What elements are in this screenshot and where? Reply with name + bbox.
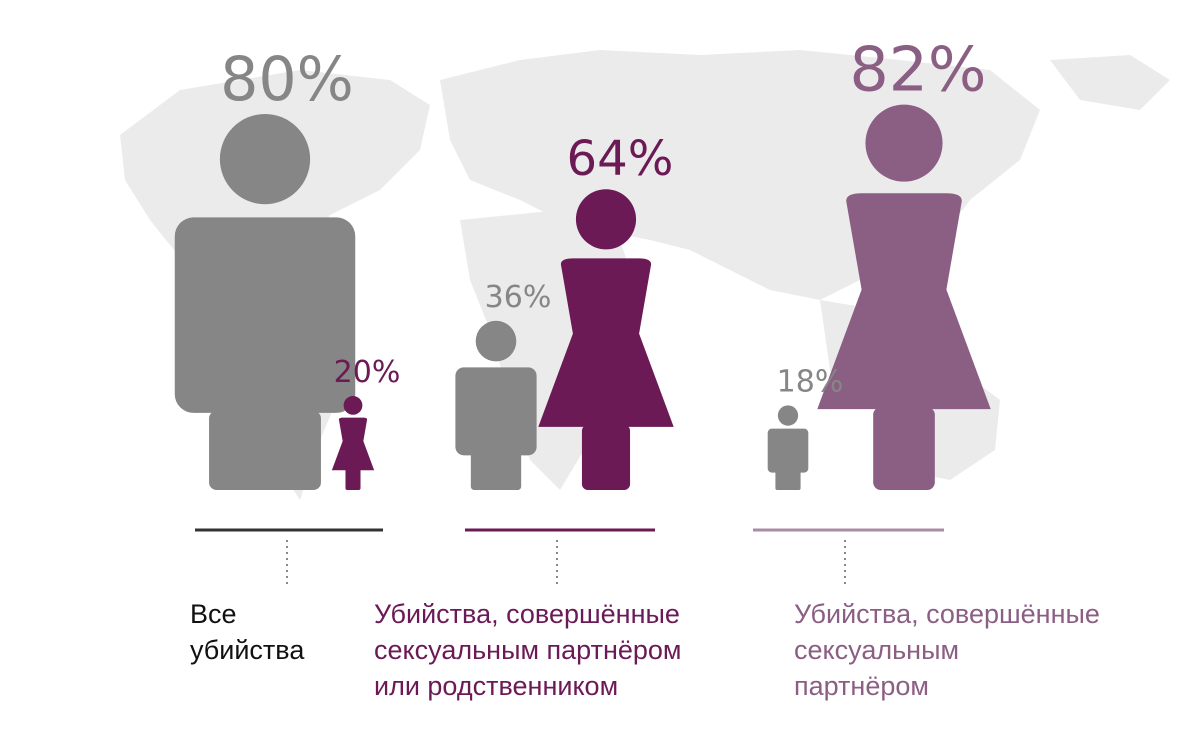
legs: [470, 453, 522, 490]
head: [865, 104, 943, 182]
dress: [331, 417, 375, 471]
male-figure: [767, 405, 809, 490]
female-percentage-label: 64%: [567, 131, 674, 187]
torso: [455, 367, 537, 456]
legs: [345, 468, 361, 490]
caption-line: сексуальным партнёром: [374, 635, 682, 665]
male-figure: [455, 320, 537, 490]
female-figure: [538, 189, 674, 490]
legs: [775, 470, 801, 490]
caption-line: Убийства, совершённые: [794, 599, 1100, 629]
caption-line: Убийства, совершённые: [374, 599, 680, 629]
male-percentage-label: 36%: [485, 280, 552, 315]
caption-line: сексуальным: [794, 635, 960, 665]
torso: [767, 428, 809, 473]
male-figure: [174, 114, 356, 490]
legs: [209, 410, 321, 490]
legs: [581, 424, 631, 490]
caption-line: убийства: [190, 635, 305, 665]
head: [219, 114, 311, 205]
female-percentage-label: 20%: [334, 355, 401, 390]
head: [475, 320, 517, 362]
head: [343, 396, 363, 415]
male-percentage-label: 80%: [220, 45, 354, 115]
caption-partner-or-family: Убийства, совершённые сексуальным партнё…: [374, 596, 682, 704]
caption-line: или родственником: [374, 671, 619, 701]
head: [777, 405, 799, 426]
head: [575, 189, 637, 250]
torso: [174, 217, 356, 413]
female-percentage-label: 82%: [849, 34, 986, 106]
caption-all-homicides: Все убийства: [190, 596, 304, 668]
caption-line: партнёром: [794, 671, 929, 701]
female-figure: [331, 396, 375, 490]
male-percentage-label: 18%: [777, 364, 844, 399]
dress: [817, 193, 991, 410]
female-figure: [817, 104, 991, 490]
caption-partner-only: Убийства, совершённые сексуальным партнё…: [794, 596, 1100, 704]
dress: [538, 258, 674, 427]
caption-line: Все: [190, 599, 237, 629]
legs: [873, 407, 935, 490]
